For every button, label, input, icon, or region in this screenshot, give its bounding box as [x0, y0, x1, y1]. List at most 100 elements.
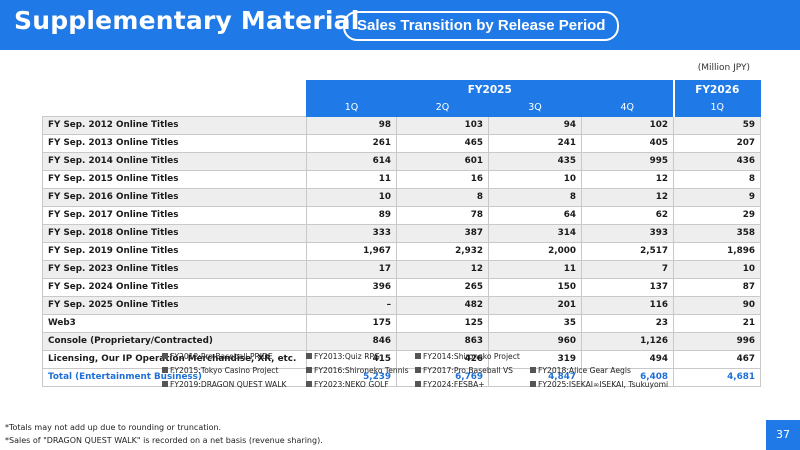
title-bar: Supplementary Material Sales Transition … — [0, 0, 800, 50]
square-bullet-icon — [306, 353, 312, 359]
cell-value: 4,681 — [673, 367, 761, 387]
unit-label: (Million JPY) — [697, 63, 750, 73]
legend-text: FY2017:Pro Baseball VS — [423, 366, 513, 375]
table-row: FY Sep. 2018 Online Titles 333 387 314 393 35… — [42, 223, 761, 243]
legend-item: FY2024:FESBA+ — [415, 380, 485, 389]
cell-value: 6,408 — [581, 367, 674, 387]
row-label: FY Sep. 2014 Online Titles — [42, 151, 307, 171]
cell-value: 23 — [581, 313, 674, 333]
square-bullet-icon — [530, 367, 536, 373]
row-label: Console (Proprietary/Contracted) — [42, 331, 307, 351]
cell-value: 465 — [396, 133, 489, 153]
square-bullet-icon — [162, 367, 168, 373]
header-quarter: 4Q — [581, 98, 674, 117]
cell-value: 7 — [581, 259, 674, 279]
cell-value: 996 — [673, 331, 761, 351]
legend-text: FY2015:Tokyo Casino Project — [170, 366, 279, 375]
legend-item: FY2025:ISEKAI∞ISEKAI, Tsukuyomi — [530, 380, 668, 389]
cell-value: 64 — [488, 205, 582, 225]
cell-value: 436 — [673, 151, 761, 171]
cell-value: 35 — [488, 313, 582, 333]
row-label: FY Sep. 2017 Online Titles — [42, 205, 307, 225]
footnote-dqw: *Sales of "DRAGON QUEST WALK" is recorde… — [5, 436, 323, 445]
legend-text: FY2014:Shironeko Project — [423, 352, 520, 361]
cell-value: 10 — [306, 187, 397, 207]
row-label: FY Sep. 2015 Online Titles — [42, 169, 307, 189]
row-label: Total (Entertainment Business) — [42, 367, 307, 387]
row-label: FY Sep. 2024 Online Titles — [42, 277, 307, 297]
title-legend: FY2012:Pro Baseball PRIDE FY2013:Quiz RPG… — [162, 352, 722, 392]
legend-item: FY2017:Pro Baseball VS — [415, 366, 513, 375]
cell-value: 9 — [673, 187, 761, 207]
cell-value: 995 — [581, 151, 674, 171]
table-row: FY Sep. 2025 Online Titles –482 201 116 90 — [42, 295, 761, 315]
legend-text: FY2025:ISEKAI∞ISEKAI, Tsukuyomi — [538, 380, 669, 389]
cell-value: 435 — [488, 151, 582, 171]
square-bullet-icon — [306, 381, 312, 387]
cell-value: 78 — [396, 205, 489, 225]
cell-value: 29 — [673, 205, 761, 225]
legend-item: FY2018:Alice Gear Aegis — [530, 366, 631, 375]
legend-item: FY2023:NEKO GOLF — [306, 380, 389, 389]
legend-text: FY2012:Pro Baseball PRIDE — [170, 352, 273, 361]
cell-value: 137 — [581, 277, 674, 297]
cell-value: 241 — [488, 133, 582, 153]
square-bullet-icon — [162, 381, 168, 387]
cell-value: 201 — [488, 295, 582, 315]
page-number: 37 — [766, 420, 800, 450]
cell-value: 614 — [306, 151, 397, 171]
square-bullet-icon — [415, 353, 421, 359]
footnote-rounding: *Totals may not add up due to rounding o… — [5, 423, 222, 432]
row-label: FY Sep. 2025 Online Titles — [42, 295, 307, 315]
cell-value: 12 — [581, 187, 674, 207]
cell-value: 387 — [396, 223, 489, 243]
row-label: FY Sep. 2023 Online Titles — [42, 259, 307, 279]
cell-value: 116 — [581, 295, 674, 315]
legend-text: FY2023:NEKO GOLF — [314, 380, 389, 389]
sales-table: FY2025 FY2026 1Q 2Q 3Q 4Q 1Q FY Sep. 201… — [42, 80, 761, 387]
legend-item: FY2015:Tokyo Casino Project — [162, 366, 278, 375]
cell-value: 175 — [306, 313, 397, 333]
header-quarter: 3Q — [488, 98, 582, 117]
table-row: Console (Proprietary/Contracted) 846 863 96… — [42, 331, 761, 351]
cell-value: 98 — [306, 115, 397, 135]
cell-value: 2,932 — [396, 241, 489, 261]
legend-text: FY2024:FESBA+ — [423, 380, 485, 389]
cell-value: 17 — [306, 259, 397, 279]
cell-value: 10 — [673, 259, 761, 279]
row-label: FY Sep. 2016 Online Titles — [42, 187, 307, 207]
cell-value: 960 — [488, 331, 582, 351]
cell-value: 102 — [581, 115, 674, 135]
table-row: FY Sep. 2024 Online Titles 396 265 150 137 87 — [42, 277, 761, 297]
cell-value: 333 — [306, 223, 397, 243]
cell-value: 1,896 — [673, 241, 761, 261]
cell-value: 8 — [396, 187, 489, 207]
table-body: FY Sep. 2012 Online Titles 98 103 94 102 59 FY… — [42, 115, 761, 387]
legend-item: FY2014:Shironeko Project — [415, 352, 520, 361]
cell-value: 5,239 — [306, 367, 397, 387]
cell-value: 393 — [581, 223, 674, 243]
cell-value: 358 — [673, 223, 761, 243]
cell-value: 87 — [673, 277, 761, 297]
cell-value: 12 — [581, 169, 674, 189]
header-quarter: 1Q — [306, 98, 397, 117]
cell-value: 482 — [396, 295, 489, 315]
cell-value: 2,517 — [581, 241, 674, 261]
cell-value: 846 — [306, 331, 397, 351]
square-bullet-icon — [530, 381, 536, 387]
header-quarter: 2Q — [396, 98, 489, 117]
cell-value: 265 — [396, 277, 489, 297]
legend-item: FY2013:Quiz RPG — [306, 352, 380, 361]
header-row-fy: FY2025 FY2026 — [42, 80, 761, 99]
header-row-quarters: 1Q 2Q 3Q 4Q 1Q — [42, 98, 761, 117]
row-label: FY Sep. 2019 Online Titles — [42, 241, 307, 261]
table-total-row: Total (Entertainment Business) 5,239 6,769… — [42, 367, 761, 387]
cell-value: 11 — [488, 259, 582, 279]
legend-text: FY2016:Shironeko Tennis — [314, 366, 409, 375]
cell-value: 150 — [488, 277, 582, 297]
cell-value: 8 — [673, 169, 761, 189]
square-bullet-icon — [415, 367, 421, 373]
header-blank — [42, 98, 307, 116]
cell-value: 601 — [396, 151, 489, 171]
table-row: FY Sep. 2015 Online Titles 11 16 10 12 8 — [42, 169, 761, 189]
